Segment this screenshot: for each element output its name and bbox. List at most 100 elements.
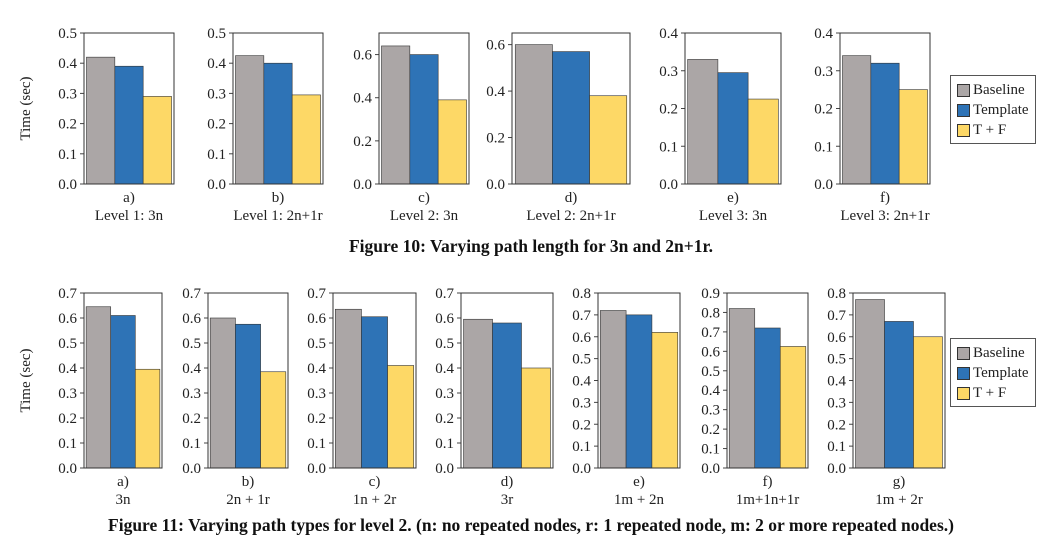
legend-swatch-baseline xyxy=(957,83,970,97)
y-tick-label: 0.5 xyxy=(207,26,226,42)
y-tick-label: 0.3 xyxy=(307,386,326,402)
bar-template xyxy=(110,315,136,469)
panel-letter: e) xyxy=(727,190,739,206)
y-tick-label: 0.0 xyxy=(207,177,226,193)
y-tick-label: 0.6 xyxy=(307,311,326,327)
y-tick-label: 0.3 xyxy=(58,386,77,402)
y-tick-label: 0.5 xyxy=(827,352,846,368)
y-tick-label: 0.6 xyxy=(435,311,454,327)
y-tick-label: 0.5 xyxy=(572,352,591,368)
y-tick-label: 0.9 xyxy=(701,286,720,302)
y-tick-label: 0.5 xyxy=(58,336,77,352)
plot-frame xyxy=(207,292,289,469)
bar-baseline xyxy=(209,317,236,469)
y-tick-label: 0.5 xyxy=(58,26,77,42)
bar-template xyxy=(263,62,293,185)
legend-label: T + F xyxy=(973,121,1007,138)
y-tick-label: 0.3 xyxy=(659,64,678,80)
panel-label: 1m + 2r xyxy=(875,492,923,508)
y-tick-label: 0.5 xyxy=(435,336,454,352)
y-tick-label: 0.3 xyxy=(58,86,77,102)
y-tick-label: 0.6 xyxy=(58,311,77,327)
y-tick-label: 0.3 xyxy=(182,386,201,402)
legend-swatch-tf xyxy=(957,386,970,400)
y-tick-label: 0.4 xyxy=(486,84,505,100)
y-tick-label: 0.5 xyxy=(307,336,326,352)
y-tick-label: 0.0 xyxy=(486,177,505,193)
y-tick-label: 0.2 xyxy=(353,134,372,150)
panel-letter: d) xyxy=(501,474,514,490)
y-tick-label: 0.4 xyxy=(182,361,201,377)
legend-item-baseline: Baseline xyxy=(957,80,1029,100)
bar-baseline xyxy=(334,308,362,469)
bar-tf xyxy=(260,371,287,469)
bar-baseline xyxy=(855,299,885,469)
y-tick-label: 0.1 xyxy=(572,439,591,455)
panel-label: 2n + 1r xyxy=(226,492,269,508)
bar-tf xyxy=(134,368,161,469)
plot-frame xyxy=(83,292,163,469)
plot-frame xyxy=(232,32,324,185)
y-tick-label: 0.4 xyxy=(307,361,326,377)
y-tick-label: 0.2 xyxy=(307,411,326,427)
figure11-y-axis-title: Time (sec) xyxy=(18,348,34,412)
plot-frame xyxy=(726,292,809,469)
y-tick-label: 0.2 xyxy=(814,102,833,118)
y-tick-label: 0.7 xyxy=(58,286,77,302)
y-tick-label: 0.4 xyxy=(701,383,720,399)
figure11-caption: Figure 11: Varying path types for level … xyxy=(108,515,954,535)
panel-letter: c) xyxy=(369,474,381,490)
legend-item-template: Template xyxy=(957,100,1029,120)
y-tick-label: 0.8 xyxy=(701,305,720,321)
y-tick-label: 0.1 xyxy=(182,436,201,452)
y-tick-label: 0.7 xyxy=(307,286,326,302)
panel-letter: c) xyxy=(418,190,430,206)
y-tick-label: 0.6 xyxy=(572,330,591,346)
bar-baseline xyxy=(85,306,112,469)
y-tick-label: 0.0 xyxy=(827,461,846,477)
bar-baseline xyxy=(235,55,265,185)
bar-template xyxy=(884,321,914,469)
legend-item-tf: T + F xyxy=(957,383,1029,403)
legend-label: Template xyxy=(973,364,1029,381)
y-tick-label: 0.2 xyxy=(486,131,505,147)
bar-baseline xyxy=(842,55,872,185)
bar-template xyxy=(114,65,144,185)
legend-item-tf: T + F xyxy=(957,120,1029,140)
legend-swatch-tf xyxy=(957,123,970,137)
panel-letter: a) xyxy=(117,474,129,490)
bar-tf xyxy=(387,365,415,469)
y-tick-label: 0.1 xyxy=(58,147,77,163)
y-tick-label: 0.2 xyxy=(435,411,454,427)
y-tick-label: 0.5 xyxy=(182,336,201,352)
legend-label: T + F xyxy=(973,384,1007,401)
y-tick-label: 0.6 xyxy=(486,38,505,54)
y-tick-label: 0.2 xyxy=(58,117,77,133)
panel-label: Level 3: 3n xyxy=(699,208,768,224)
bar-baseline xyxy=(514,44,553,185)
y-tick-label: 0.2 xyxy=(827,417,846,433)
panel-label: Level 1: 2n+1r xyxy=(233,208,322,224)
y-tick-label: 0.2 xyxy=(58,411,77,427)
bar-baseline xyxy=(463,318,493,469)
figure10-caption: Figure 10: Varying path length for 3n an… xyxy=(348,236,714,256)
panel-label: 1m + 2n xyxy=(614,492,665,508)
panel-label: 3n xyxy=(116,492,132,508)
y-tick-label: 0.3 xyxy=(814,64,833,80)
y-tick-label: 0.6 xyxy=(353,48,372,64)
panel-label: Level 2: 2n+1r xyxy=(526,208,615,224)
figure11-legend: Baseline Template T + F xyxy=(950,338,1036,407)
y-tick-label: 0.2 xyxy=(701,422,720,438)
y-tick-label: 0.7 xyxy=(572,308,591,324)
legend-label: Template xyxy=(973,101,1029,118)
panel-label: Level 3: 2n+1r xyxy=(840,208,929,224)
y-tick-label: 0.4 xyxy=(814,26,833,42)
bar-tf xyxy=(291,94,321,185)
y-tick-label: 0.0 xyxy=(435,461,454,477)
bar-template xyxy=(625,314,653,469)
panel-letter: f) xyxy=(763,474,773,490)
bar-template xyxy=(870,62,900,185)
legend-swatch-template xyxy=(957,103,970,117)
y-tick-label: 0.7 xyxy=(701,325,720,341)
bar-tf xyxy=(142,96,172,185)
